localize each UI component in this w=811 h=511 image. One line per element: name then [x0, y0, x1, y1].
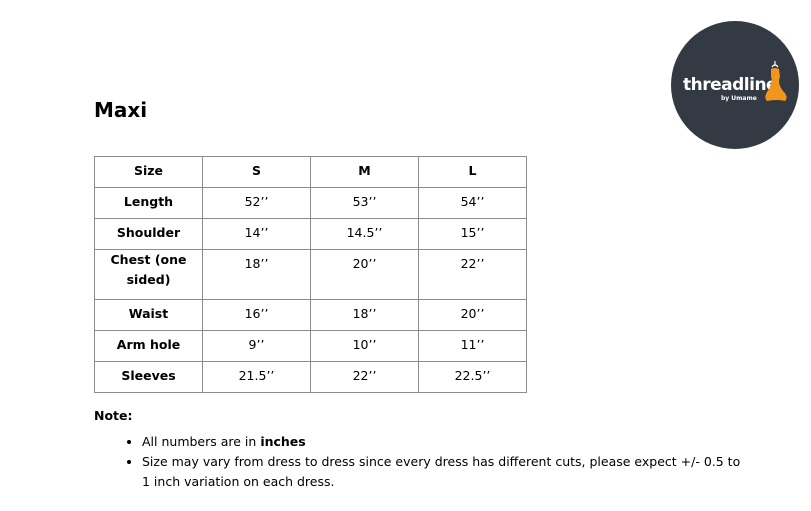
- table-cell: 22.5’’: [418, 361, 527, 393]
- table-row: Chest (one sided) 18’’ 20’’ 22’’: [94, 249, 527, 300]
- row-label: Length: [94, 187, 203, 219]
- table-row: Sleeves 21.5’’ 22’’ 22.5’’: [94, 361, 527, 393]
- size-chart-table: Size S M L Length 52’’ 53’’ 54’’ Shoulde…: [94, 156, 527, 393]
- note-label: Note:: [94, 408, 133, 423]
- note-bold: inches: [260, 434, 306, 449]
- logo-brand: threadline: [683, 75, 778, 95]
- table-row: Waist 16’’ 18’’ 20’’: [94, 299, 527, 331]
- table-cell: 14’’: [202, 218, 311, 250]
- header-cell: Size: [94, 156, 203, 188]
- table-cell: 15’’: [418, 218, 527, 250]
- table-cell: 20’’: [418, 299, 527, 331]
- logo-tagline: by Umame: [721, 95, 757, 102]
- table-cell: 9’’: [202, 330, 311, 362]
- table-cell: 22’’: [418, 249, 527, 300]
- table-cell: 10’’: [310, 330, 419, 362]
- note-text: Size may vary from dress to dress since …: [142, 454, 741, 489]
- table-row: Arm hole 9’’ 10’’ 11’’: [94, 330, 527, 362]
- table-header-row: Size S M L: [94, 156, 527, 188]
- table-cell: 18’’: [310, 299, 419, 331]
- threadline-logo: threadline by Umame: [671, 21, 799, 149]
- table-cell: 18’’: [202, 249, 311, 300]
- row-label: Chest (one sided): [94, 249, 203, 300]
- header-cell: L: [418, 156, 527, 188]
- table-row: Shoulder 14’’ 14.5’’ 15’’: [94, 218, 527, 250]
- header-cell: M: [310, 156, 419, 188]
- row-label: Sleeves: [94, 361, 203, 393]
- table-cell: 14.5’’: [310, 218, 419, 250]
- note-item: All numbers are in inches: [142, 432, 742, 452]
- row-label: Arm hole: [94, 330, 203, 362]
- note-item: Size may vary from dress to dress since …: [142, 452, 742, 492]
- table-cell: 54’’: [418, 187, 527, 219]
- page-title: Maxi: [94, 98, 148, 122]
- table-cell: 22’’: [310, 361, 419, 393]
- note-text: All numbers are in: [142, 434, 261, 449]
- table-row: Length 52’’ 53’’ 54’’: [94, 187, 527, 219]
- row-label: Shoulder: [94, 218, 203, 250]
- table-cell: 21.5’’: [202, 361, 311, 393]
- header-cell: S: [202, 156, 311, 188]
- table-cell: 16’’: [202, 299, 311, 331]
- table-cell: 52’’: [202, 187, 311, 219]
- dress-form-icon: [765, 61, 787, 101]
- table-cell: 20’’: [310, 249, 419, 300]
- note-list: All numbers are in inches Size may vary …: [96, 432, 742, 492]
- table-cell: 53’’: [310, 187, 419, 219]
- row-label: Waist: [94, 299, 203, 331]
- table-cell: 11’’: [418, 330, 527, 362]
